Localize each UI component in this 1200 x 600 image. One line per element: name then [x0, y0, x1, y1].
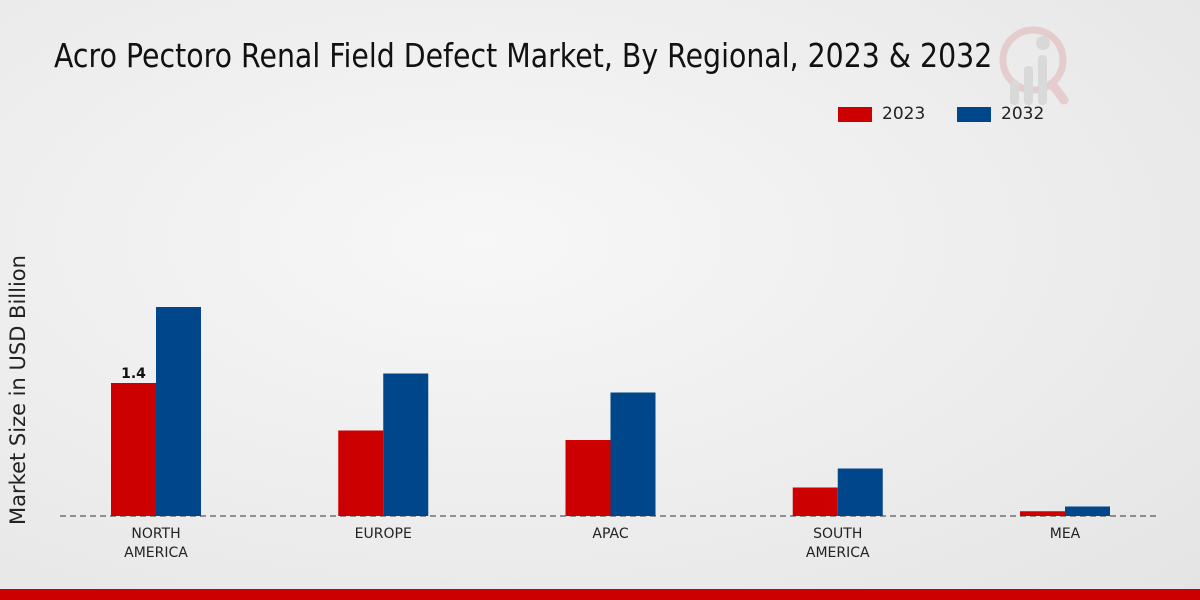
- x-tick-label: NORTH: [131, 526, 180, 542]
- x-tick-label: EUROPE: [355, 526, 412, 542]
- bar-2023-mea: [1020, 511, 1065, 516]
- data-label: 1.4: [121, 366, 146, 382]
- x-tick-label: APAC: [592, 526, 628, 542]
- x-tick-label: AMERICA: [124, 545, 188, 561]
- bar-2032-mea: [1065, 506, 1110, 516]
- bottom-accent-bar: [0, 589, 1200, 600]
- x-tick-label: SOUTH: [813, 526, 862, 542]
- bar-2023-south-america: [792, 487, 838, 516]
- bar-2023-apac: [565, 440, 611, 516]
- bar-2032-europe: [383, 373, 429, 516]
- chart-title: Acro Pectoro Renal Field Defect Market, …: [54, 36, 993, 75]
- bar-2032-apac: [610, 392, 656, 516]
- legend-item-2032: 2032: [957, 104, 1044, 124]
- legend-label-2023: 2023: [882, 104, 926, 124]
- watermark-logo: [999, 26, 1069, 105]
- legend-swatch-2023: [838, 106, 872, 122]
- legend-swatch-2032: [957, 106, 991, 122]
- legend-label-2032: 2032: [1001, 104, 1045, 124]
- x-tick-label: AMERICA: [806, 545, 870, 561]
- bar-2023-north-america: [111, 383, 156, 516]
- legend-item-2023: 2023: [838, 104, 925, 124]
- bar-2032-south-america: [837, 468, 883, 516]
- x-tick-label: MEA: [1050, 526, 1081, 542]
- bar-2032-north-america: [156, 307, 201, 516]
- bar-2023-europe: [338, 430, 384, 516]
